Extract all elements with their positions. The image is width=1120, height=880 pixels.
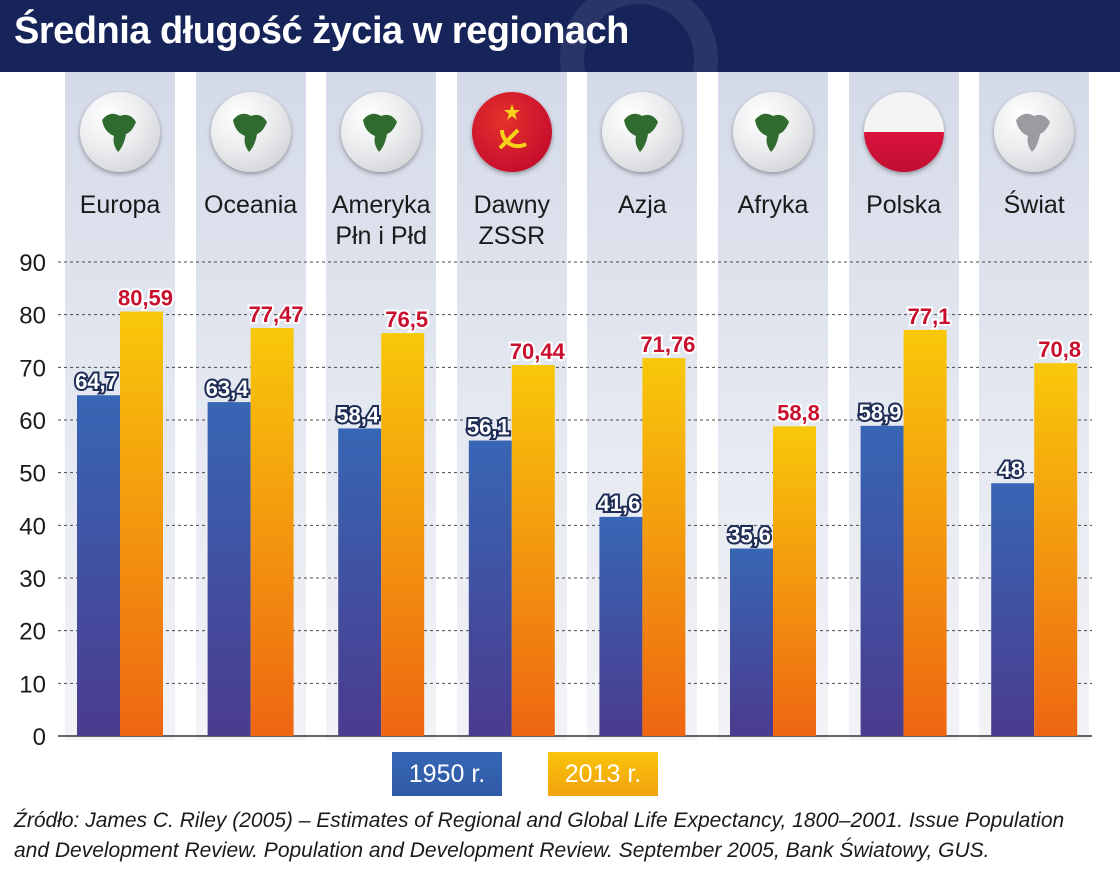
y-tick-label: 0: [33, 724, 46, 751]
y-axis: 0 10 20 30 40 50 60 70 80 90: [19, 250, 1092, 751]
category-label: Polska: [839, 190, 969, 221]
category-label-line: Dawny: [473, 191, 550, 219]
value-label-1950: 58,9: [859, 400, 902, 425]
bar-2013: [120, 311, 163, 736]
value-label-2013: 70,8: [1038, 337, 1081, 362]
oceania-globe-icon: [210, 92, 291, 172]
bar-1950: [860, 425, 904, 736]
europe-globe-icon: [80, 92, 160, 172]
bar-1950: [599, 516, 643, 736]
category-label: Europa: [55, 190, 185, 221]
africa-globe-icon: [733, 92, 813, 172]
world-globe-icon: [994, 92, 1075, 172]
value-label-2013: 71,76: [640, 332, 695, 357]
americas-globe-icon: [341, 92, 422, 172]
bar-2013: [250, 327, 294, 736]
value-label-1950: 41,6: [597, 491, 640, 516]
title-bar: Średnia długość życia w regionach: [0, 0, 1120, 72]
y-tick-label: 80: [19, 303, 46, 330]
bar-1950: [207, 402, 251, 736]
y-tick-label: 70: [19, 355, 46, 382]
category-label: Afryka: [708, 190, 838, 221]
category-label-line: Azja: [618, 191, 667, 219]
y-tick-label: 10: [19, 671, 46, 698]
value-label-1950: 63,4: [206, 376, 250, 401]
value-label-2013: 58,8: [777, 400, 820, 425]
value-label-2013: 77,1: [908, 304, 951, 329]
bar-1950: [77, 395, 120, 736]
category-label-line: Europa: [79, 191, 161, 219]
y-tick-label: 20: [19, 619, 46, 646]
category-label: Dawny ZSSR: [447, 190, 577, 252]
legend-1950: 1950 r.: [392, 752, 502, 796]
bar-2013: [903, 329, 947, 736]
chart-title: Średnia długość życia w regionach: [14, 10, 629, 52]
bars: [77, 311, 1078, 736]
bar-1950: [991, 483, 1035, 736]
category-label-line: Świat: [1003, 191, 1065, 219]
value-labels: 64,7 63,4 58,4 56,1 41,6 35,6 58,9 48 80,59 77,47…: [73, 284, 1083, 550]
bar-2013: [381, 333, 425, 736]
value-label-2013: 77,47: [249, 302, 304, 327]
category-label-line: Afryka: [737, 191, 809, 219]
value-label-1950: 48: [998, 457, 1022, 482]
bar-2013: [511, 365, 555, 736]
bar-1950: [338, 428, 382, 736]
grid-lines: [58, 261, 1092, 684]
asia-globe-icon: [602, 92, 683, 172]
bar-1950: [730, 548, 773, 736]
bar-2013: [773, 426, 816, 736]
category-label: Oceania: [186, 190, 316, 221]
legend-2013: 2013 r.: [548, 752, 658, 796]
category-label-line: ZSSR: [478, 222, 546, 250]
value-label-2013: 70,44: [510, 339, 566, 364]
value-label-2013: 76,5: [385, 307, 428, 332]
y-tick-label: 60: [19, 408, 46, 435]
ussr-flag-icon: [471, 92, 552, 172]
category-label: Świat: [969, 190, 1099, 221]
bar-2013: [642, 358, 686, 736]
category-label-line: Płn i Płd: [335, 222, 428, 250]
bar-1950: [468, 440, 512, 736]
value-label-1950: 35,6: [728, 523, 771, 548]
category-label-line: Ameryka: [331, 191, 431, 219]
bar-2013: [1034, 363, 1078, 736]
y-tick-label: 40: [19, 513, 46, 540]
value-label-1950: 64,7: [75, 369, 118, 394]
source-note: Źródło: James C. Riley (2005) – Estimate…: [14, 809, 1065, 862]
category-label-line: Oceania: [204, 191, 298, 219]
category-label-line: Polska: [866, 191, 942, 219]
y-tick-label: 30: [19, 566, 46, 593]
category-label: Azja: [577, 190, 707, 221]
poland-flag-icon: [863, 92, 944, 172]
value-label-2013: 80,59: [118, 286, 173, 311]
category-label: Ameryka Płn i Płd: [316, 190, 446, 252]
value-label-1950: 56,1: [467, 415, 510, 440]
value-label-1950: 58,4: [336, 402, 380, 427]
y-tick-label: 90: [19, 250, 46, 277]
y-tick-label: 50: [19, 461, 46, 488]
